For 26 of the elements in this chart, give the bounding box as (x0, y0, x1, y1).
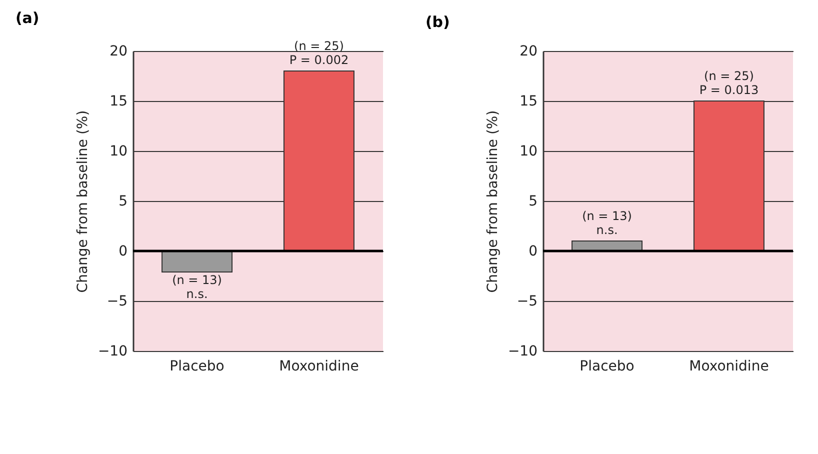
y-tick-label: −10 (508, 344, 538, 360)
y-tick-label: −10 (98, 344, 128, 360)
x-tick-label: Placebo (170, 358, 224, 374)
annotation: (n = 25) P = 0.002 (289, 39, 349, 67)
y-tick-label: 5 (118, 194, 128, 210)
y-axis-title: Change from baseline (%) (74, 110, 91, 293)
y-tick-label: 20 (520, 44, 538, 60)
y-tick-label: 15 (520, 94, 538, 110)
annotation: (n = 13) n.s. (582, 209, 632, 237)
y-tick-label: 10 (110, 144, 128, 160)
y-tick-label: 0 (118, 244, 128, 260)
annotation: (n = 25) P = 0.013 (699, 69, 759, 97)
y-tick-label: 0 (528, 244, 538, 260)
y-tick-label: 5 (528, 194, 538, 210)
x-tick-label: Moxonidine (279, 358, 359, 374)
x-tick-label: Moxonidine (689, 358, 769, 374)
y-tick-label: 15 (110, 94, 128, 110)
annotation: (n = 13) n.s. (172, 273, 222, 301)
y-tick-label: −5 (106, 294, 128, 310)
y-tick-label: 20 (110, 44, 128, 60)
x-tick-label: Placebo (580, 358, 634, 374)
y-tick-label: −5 (516, 294, 538, 310)
chart-title: (a) (15, 9, 40, 27)
chart-title: (b) (425, 13, 450, 31)
y-tick-label: 10 (520, 144, 538, 160)
y-axis-title: Change from baseline (%) (484, 110, 501, 293)
